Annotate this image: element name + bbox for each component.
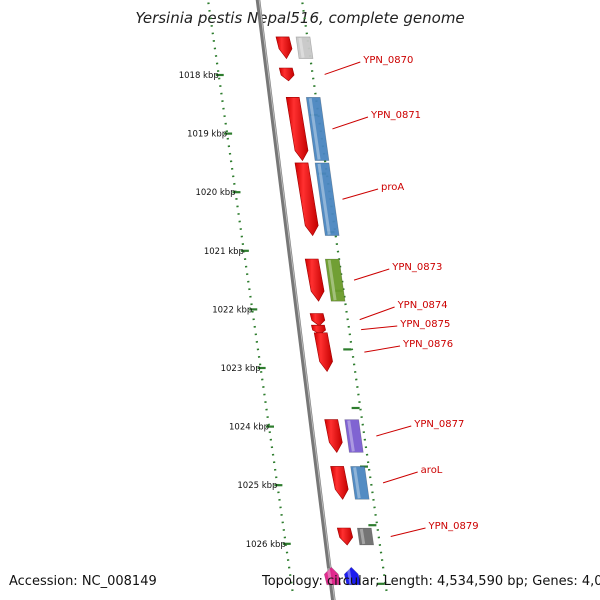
gene-arrow[interactable] — [304, 258, 325, 302]
gene-leader-line — [361, 325, 398, 331]
gene-arrow[interactable] — [324, 419, 343, 453]
gene-unnamed-11[interactable] — [323, 566, 342, 586]
gene-leader-line — [376, 425, 412, 437]
gene-cog-bar[interactable] — [323, 566, 342, 586]
scale-tick-label: 1019 kbp — [187, 130, 227, 140]
gene-label[interactable]: YPN_0875 — [399, 319, 450, 330]
gene-cog-shine — [359, 528, 366, 545]
gene-leader-line — [342, 188, 379, 200]
gene-cog-shine — [347, 420, 355, 452]
scale-tick-label: 1021 kbp — [204, 247, 244, 257]
gene-label[interactable]: YPN_0871 — [370, 110, 421, 121]
gene-label[interactable]: aroL — [421, 465, 443, 476]
gene-cog-shine — [298, 37, 305, 58]
gene-leader-line — [390, 527, 426, 537]
gene-leader-line — [332, 116, 369, 130]
gene-leader-line — [324, 61, 361, 75]
gene-YPN_0879[interactable] — [336, 527, 375, 546]
genome-summary-text: Topology: circular; Length: 4,534,590 bp… — [262, 574, 600, 589]
gene-label[interactable]: YPN_0879 — [428, 521, 479, 532]
gene-cog-bar[interactable] — [324, 258, 346, 302]
gene-leader-line — [382, 471, 418, 484]
genome-backbone-highlight — [258, 0, 336, 600]
gene-layer — [275, 36, 375, 586]
gene-leader-line — [364, 345, 401, 353]
gene-YPN_0877[interactable] — [324, 419, 364, 453]
gene-leader-line — [359, 306, 395, 321]
gene-arrow[interactable] — [330, 466, 349, 500]
gene-YPN_0876[interactable] — [313, 332, 333, 373]
gene-label[interactable]: YPN_0877 — [413, 419, 464, 430]
gene-arrow[interactable] — [275, 36, 293, 60]
label-layer: YPN_0870 YPN_0871 proA YPN_0873 YPN_0874 YPN_… — [324, 55, 479, 537]
gene-cog-shine — [308, 98, 321, 160]
scale-tick-label: 1020 kbp — [195, 188, 235, 198]
map-title: Yersinia pestis Nepal516, complete genom… — [135, 9, 465, 27]
gene-cog-shine — [326, 568, 333, 585]
gene-aroL[interactable] — [330, 466, 370, 500]
gene-proA[interactable] — [294, 162, 340, 237]
gene-cog-bar[interactable] — [350, 466, 370, 500]
gene-label[interactable]: YPN_0870 — [362, 55, 413, 66]
gene-cog-bar[interactable] — [356, 527, 375, 546]
gene-YPN_0875[interactable] — [311, 324, 326, 335]
gene-cog-shine — [353, 467, 361, 499]
scale-tick-label: 1026 kbp — [246, 540, 286, 550]
gene-YPN_0871[interactable] — [285, 97, 330, 162]
backbone-layer — [255, 0, 336, 600]
gene-cog-bar[interactable] — [314, 162, 340, 236]
gene-unnamed-0[interactable] — [275, 36, 314, 60]
gene-label[interactable]: YPN_0876 — [402, 339, 453, 350]
accession-text: Accession: NC_008149 — [9, 574, 157, 589]
gene-cog-shine — [346, 568, 353, 585]
gene-YPN_0873[interactable] — [304, 258, 346, 302]
gene-label[interactable]: YPN_0874 — [397, 300, 448, 311]
gene-cog-bar[interactable] — [305, 97, 330, 161]
gene-YPN_0874[interactable] — [309, 313, 326, 327]
gene-cog-bar[interactable] — [295, 36, 314, 59]
scale-line-left — [206, 0, 295, 596]
gene-label[interactable]: YPN_0873 — [391, 262, 442, 273]
gene-cog-shine — [317, 163, 331, 235]
gene-arrow[interactable] — [294, 162, 319, 237]
gene-arrow[interactable] — [309, 313, 326, 327]
gene-YPN_0870[interactable] — [278, 67, 295, 82]
scale-tick-label: 1025 kbp — [237, 481, 277, 491]
gene-arrow[interactable] — [311, 324, 326, 335]
genome-backbone — [255, 0, 336, 600]
gene-arrow[interactable] — [278, 67, 295, 82]
scale-tick-label: 1024 kbp — [229, 423, 269, 433]
scale-tick-label: 1022 kbp — [212, 305, 252, 315]
gene-arrow[interactable] — [285, 97, 309, 162]
scale-tick-label: 1018 kbp — [179, 71, 219, 81]
gene-cog-bar[interactable] — [343, 566, 362, 586]
scale-layer: 1018 kbp 1019 kbp 1020 kbp 1021 kbp 1022 kbp… — [179, 0, 389, 596]
scale-tick-label: 1023 kbp — [221, 364, 261, 374]
gene-arrow[interactable] — [313, 332, 333, 373]
gene-cog-bar[interactable] — [344, 419, 364, 453]
gene-unnamed-12[interactable] — [343, 566, 362, 586]
gene-leader-line — [353, 268, 390, 281]
gene-label[interactable]: proA — [381, 182, 404, 193]
gene-cog-shine — [327, 259, 337, 301]
gene-arrow[interactable] — [336, 527, 354, 546]
